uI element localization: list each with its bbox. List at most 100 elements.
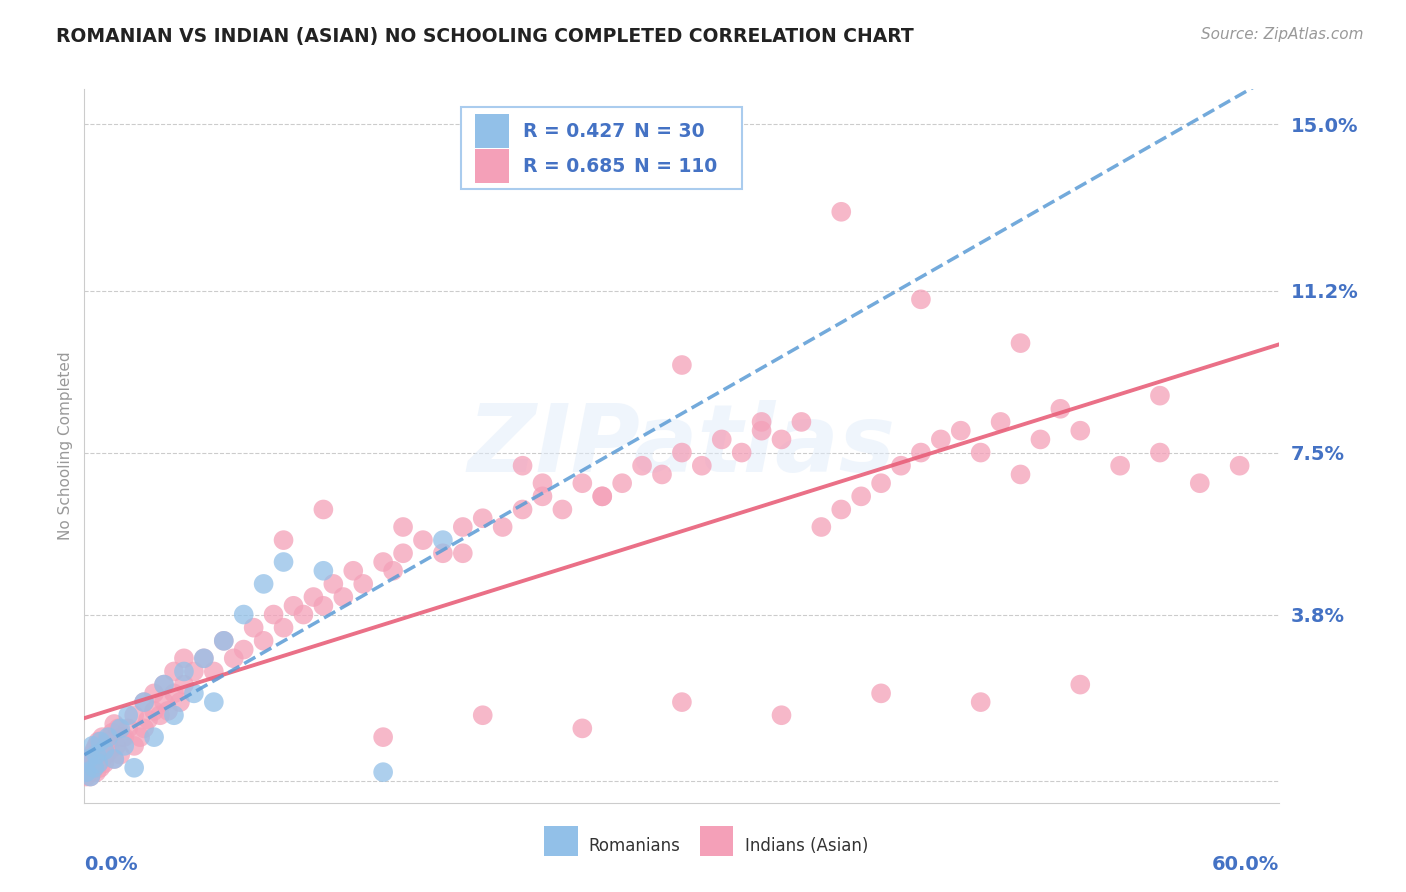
Point [212,633,235,648]
Point [183,686,205,700]
Point [1010,467,1032,482]
Point [153,695,176,709]
Point [149,708,172,723]
Point [193,651,215,665]
Point [870,476,893,491]
Point [83,743,105,757]
Point [1010,336,1032,351]
Point [342,564,364,578]
Point [117,708,139,723]
Point [292,607,315,622]
Point [451,546,474,560]
Point [273,555,295,569]
Point [143,704,166,718]
Point [143,686,166,700]
Point [432,546,454,560]
Point [531,489,554,503]
Point [117,722,139,736]
Point [157,704,180,718]
Point [612,476,634,491]
Point [1188,476,1211,491]
FancyBboxPatch shape [475,149,509,184]
Point [373,765,395,780]
Point [352,577,374,591]
Point [86,747,108,762]
Point [82,739,104,753]
Point [283,599,305,613]
Point [105,739,128,753]
Point [101,725,124,739]
Point [929,433,952,447]
Point [75,765,97,780]
Point [392,520,415,534]
Point [111,730,134,744]
Point [970,695,993,709]
Point [75,761,97,775]
Text: R = 0.685: R = 0.685 [523,157,626,176]
Point [690,458,713,473]
Point [253,577,276,591]
Point [112,739,135,753]
Point [82,765,104,780]
Point [770,708,793,723]
Point [132,722,156,736]
Point [77,752,100,766]
Point [810,520,832,534]
Point [89,743,111,757]
Point [412,533,434,548]
Point [830,502,852,516]
Point [949,424,972,438]
Point [671,695,693,709]
Point [79,756,101,771]
FancyBboxPatch shape [475,114,509,148]
Point [91,730,114,744]
Point [512,458,534,473]
Point [392,546,415,560]
Point [302,590,325,604]
Point [222,651,245,665]
Point [751,415,773,429]
Point [87,756,110,771]
Point [103,717,125,731]
Point [1229,458,1251,473]
Point [82,747,104,762]
Point [77,765,100,780]
Point [273,621,295,635]
Text: Indians (Asian): Indians (Asian) [745,837,869,855]
Text: Romanians: Romanians [589,837,681,855]
Point [851,489,873,503]
Point [312,502,335,516]
Point [770,433,793,447]
Point [122,708,145,723]
Point [990,415,1012,429]
Point [75,770,97,784]
Point [242,621,264,635]
Point [631,458,654,473]
Point [86,739,108,753]
Point [591,489,613,503]
Point [202,695,225,709]
Point [83,761,105,775]
Point [451,520,474,534]
Point [89,734,111,748]
Point [103,752,125,766]
Point [79,770,101,784]
Point [471,708,494,723]
Point [471,511,494,525]
Point [312,564,335,578]
Point [163,708,186,723]
Point [173,651,195,665]
Point [312,599,335,613]
Point [143,730,166,744]
Point [153,677,176,691]
Point [107,722,129,736]
Point [163,665,186,679]
Point [110,722,132,736]
Point [169,695,191,709]
Point [91,752,114,766]
Point [97,734,120,748]
Point [870,686,893,700]
Point [731,445,754,459]
Text: R = 0.427: R = 0.427 [523,122,626,141]
Text: N = 110: N = 110 [634,157,717,176]
